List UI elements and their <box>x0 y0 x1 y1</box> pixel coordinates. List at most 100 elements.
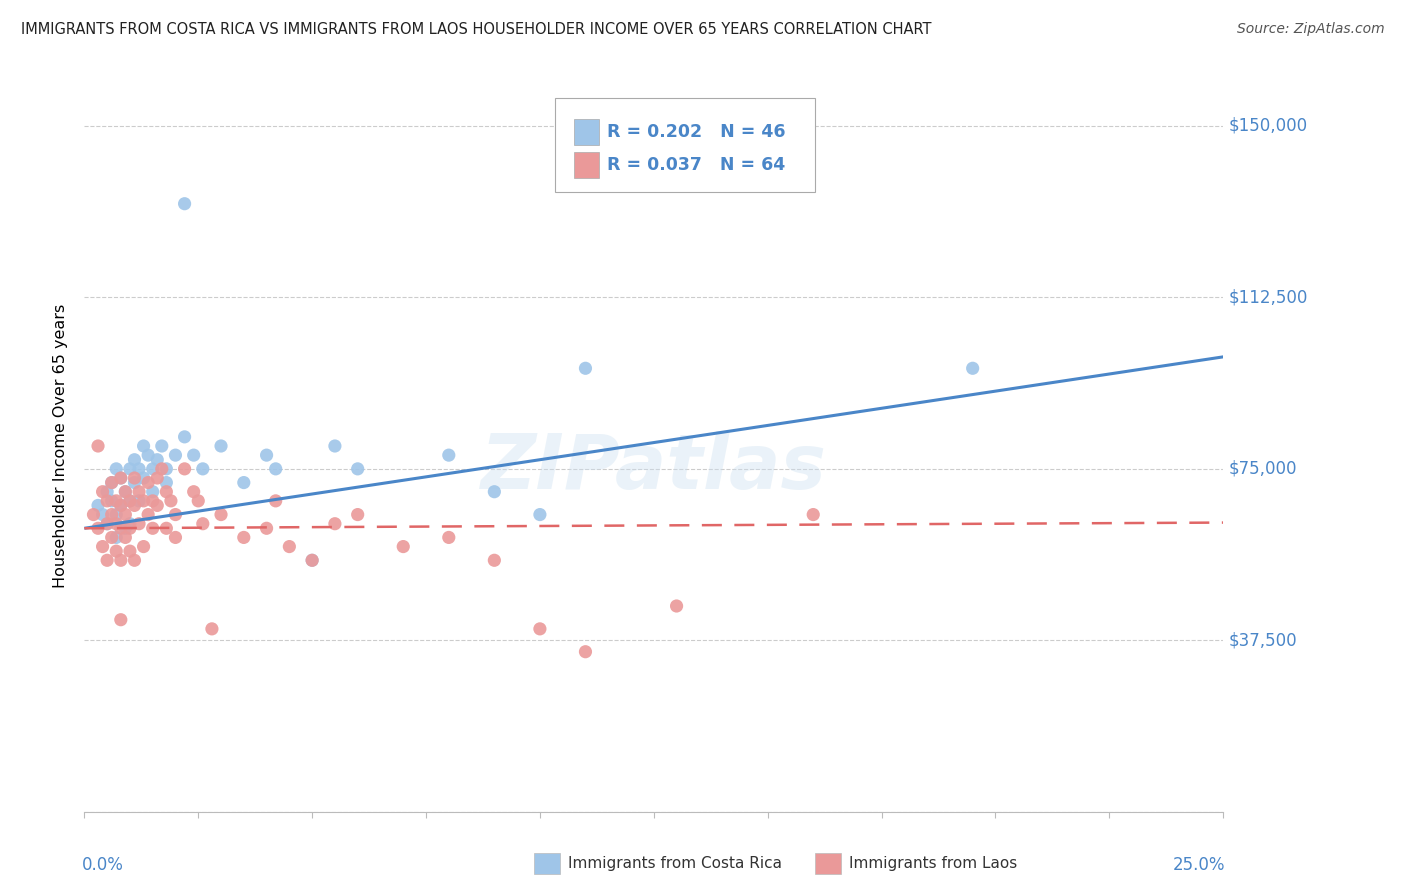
Point <box>142 484 165 499</box>
Point <box>100 508 122 522</box>
Point <box>264 462 287 476</box>
Point <box>118 493 141 508</box>
Text: IMMIGRANTS FROM COSTA RICA VS IMMIGRANTS FROM LAOS HOUSEHOLDER INCOME OVER 65 YE: IMMIGRANTS FROM COSTA RICA VS IMMIGRANTS… <box>21 22 932 37</box>
Point <box>100 530 122 544</box>
Point <box>110 613 132 627</box>
Point <box>105 516 128 531</box>
Point <box>136 475 159 490</box>
Point <box>110 499 132 513</box>
Point <box>114 530 136 544</box>
Point <box>801 508 824 522</box>
Point <box>484 484 506 499</box>
Point <box>183 484 205 499</box>
Point <box>301 553 323 567</box>
Point <box>232 530 254 544</box>
Point <box>114 484 136 499</box>
Point <box>142 462 165 476</box>
Point <box>87 439 110 453</box>
Point <box>132 540 155 554</box>
Point <box>574 645 596 659</box>
Point <box>110 471 132 485</box>
Point <box>323 516 346 531</box>
Point <box>110 499 132 513</box>
Point <box>118 521 141 535</box>
Point <box>114 521 136 535</box>
Text: 0.0%: 0.0% <box>82 855 124 873</box>
Point <box>183 448 205 462</box>
Point <box>118 493 141 508</box>
Point <box>665 599 688 613</box>
Point <box>146 499 169 513</box>
Point <box>142 521 165 535</box>
Point <box>142 493 165 508</box>
Point <box>529 508 551 522</box>
Point <box>264 493 287 508</box>
Point <box>155 521 177 535</box>
Point <box>110 471 132 485</box>
Point <box>484 553 506 567</box>
Point <box>191 516 214 531</box>
Point <box>96 553 118 567</box>
Point <box>173 430 195 444</box>
Point <box>165 448 187 462</box>
Point <box>100 493 122 508</box>
Point <box>96 484 118 499</box>
Point <box>132 493 155 508</box>
Point <box>209 508 232 522</box>
Point <box>91 540 114 554</box>
Point <box>96 493 118 508</box>
Point <box>110 553 132 567</box>
Point <box>136 508 159 522</box>
Point <box>160 493 183 508</box>
Point <box>124 499 146 513</box>
Point <box>392 540 415 554</box>
Point <box>124 475 146 490</box>
Point <box>105 493 128 508</box>
Point <box>87 521 110 535</box>
Point <box>128 493 150 508</box>
Point <box>132 471 155 485</box>
Point <box>323 439 346 453</box>
Point <box>962 361 984 376</box>
Point <box>96 516 118 531</box>
Point <box>132 439 155 453</box>
Point <box>128 462 150 476</box>
Point <box>529 622 551 636</box>
Text: R = 0.202   N = 46: R = 0.202 N = 46 <box>607 123 786 141</box>
Point <box>155 462 177 476</box>
Point <box>165 508 187 522</box>
Point <box>150 439 173 453</box>
Point <box>82 508 104 522</box>
Point <box>136 448 159 462</box>
Point <box>187 493 209 508</box>
Point <box>173 196 195 211</box>
Text: R = 0.037   N = 64: R = 0.037 N = 64 <box>607 156 786 174</box>
Point <box>191 462 214 476</box>
Point <box>124 452 146 467</box>
Text: $112,500: $112,500 <box>1229 288 1309 307</box>
Point <box>574 361 596 376</box>
Point <box>124 553 146 567</box>
Point <box>91 484 114 499</box>
Text: $75,000: $75,000 <box>1229 460 1298 478</box>
Point <box>278 540 301 554</box>
Point <box>232 475 254 490</box>
Point <box>118 516 141 531</box>
Point <box>91 508 114 522</box>
Text: $37,500: $37,500 <box>1229 632 1298 649</box>
Point <box>256 521 278 535</box>
Point <box>209 439 232 453</box>
Point <box>105 544 128 558</box>
Point <box>87 499 110 513</box>
Point <box>96 516 118 531</box>
Point <box>155 475 177 490</box>
Point <box>110 521 132 535</box>
Point <box>346 462 368 476</box>
Point <box>437 448 460 462</box>
Point <box>100 475 122 490</box>
Text: 25.0%: 25.0% <box>1173 855 1226 873</box>
Point <box>437 530 460 544</box>
Point <box>301 553 323 567</box>
Point <box>346 508 368 522</box>
Point <box>201 622 224 636</box>
